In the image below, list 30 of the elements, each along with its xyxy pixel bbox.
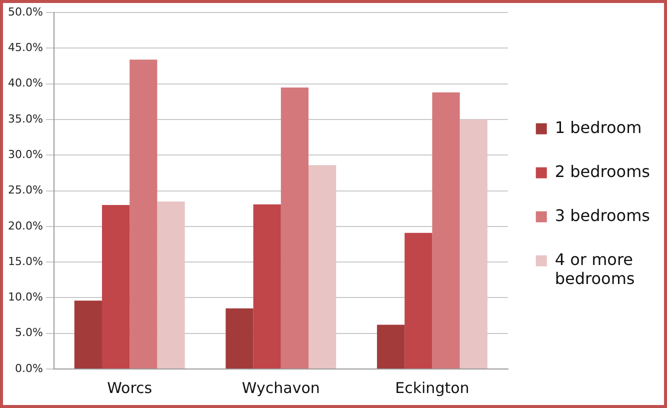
y-tick-label: 30.0% bbox=[8, 148, 43, 162]
y-tick-label: 25.0% bbox=[8, 184, 43, 197]
bar bbox=[308, 165, 336, 368]
x-tick-label: Eckington bbox=[395, 378, 470, 397]
y-tick-label: 20.0% bbox=[8, 219, 43, 232]
legend-label: 1 bedroom bbox=[554, 118, 642, 137]
x-tick-label: Worcs bbox=[107, 378, 152, 397]
bar bbox=[74, 300, 102, 368]
y-tick-label: 50.0% bbox=[8, 5, 43, 18]
legend-label: 3 bedrooms bbox=[554, 206, 650, 225]
x-tick-label: Wychavon bbox=[242, 378, 320, 397]
bar bbox=[432, 92, 460, 368]
bar bbox=[130, 60, 158, 368]
y-tick-label: 15.0% bbox=[8, 254, 43, 268]
y-tick-label: 10.0% bbox=[8, 290, 43, 304]
y-tick-label: 0.0% bbox=[14, 362, 43, 375]
bar bbox=[404, 232, 432, 368]
bar bbox=[157, 201, 185, 368]
y-tick-label: 40.0% bbox=[8, 76, 43, 90]
bar bbox=[226, 308, 254, 368]
y-tick-label: 35.0% bbox=[8, 112, 43, 126]
bar bbox=[376, 324, 405, 368]
y-tick-label: 5.0% bbox=[14, 326, 43, 340]
legend-label: 2 bedrooms bbox=[554, 162, 650, 181]
bar bbox=[253, 204, 281, 368]
y-tick-label: 45.0% bbox=[8, 41, 43, 54]
bar bbox=[460, 120, 488, 368]
bar bbox=[102, 205, 130, 368]
legend-label: 4 or more bedrooms bbox=[554, 250, 635, 288]
bar bbox=[280, 87, 309, 368]
